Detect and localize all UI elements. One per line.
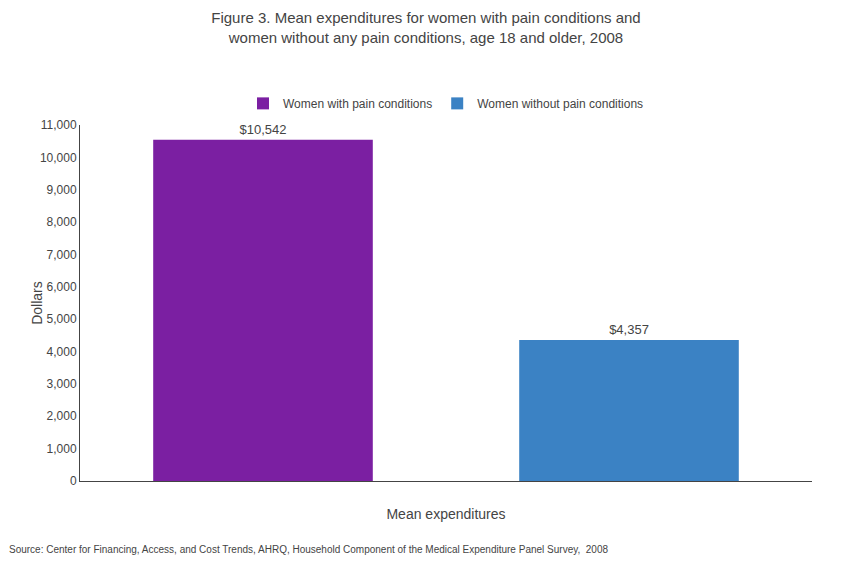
svg-text:Source: Center for Financing,: Source: Center for Financing, Access, an… bbox=[9, 544, 608, 555]
svg-text:7,000: 7,000 bbox=[47, 248, 77, 262]
svg-text:2,000: 2,000 bbox=[47, 409, 77, 423]
svg-text:Figure 3. Mean expenditures fo: Figure 3. Mean expenditures for women wi… bbox=[211, 9, 640, 46]
svg-text:11,000: 11,000 bbox=[41, 118, 77, 132]
svg-text:4,000: 4,000 bbox=[47, 345, 77, 359]
svg-text:$4,357: $4,357 bbox=[609, 322, 649, 337]
svg-text:Mean expenditures: Mean expenditures bbox=[386, 506, 505, 522]
svg-text:Dollars: Dollars bbox=[29, 281, 45, 325]
svg-text:8,000: 8,000 bbox=[47, 215, 77, 229]
svg-text:0: 0 bbox=[70, 474, 77, 488]
svg-text:3,000: 3,000 bbox=[47, 377, 77, 391]
svg-text:6,000: 6,000 bbox=[47, 280, 77, 294]
svg-text:Women without pain conditions: Women without pain conditions bbox=[477, 97, 643, 111]
svg-text:10,000: 10,000 bbox=[40, 151, 77, 165]
svg-text:Women with pain conditions: Women with pain conditions bbox=[283, 97, 432, 111]
svg-text:$10,542: $10,542 bbox=[240, 122, 287, 137]
svg-text:5,000: 5,000 bbox=[47, 312, 77, 326]
svg-text:9,000: 9,000 bbox=[47, 183, 77, 197]
svg-text:1,000: 1,000 bbox=[47, 442, 77, 456]
